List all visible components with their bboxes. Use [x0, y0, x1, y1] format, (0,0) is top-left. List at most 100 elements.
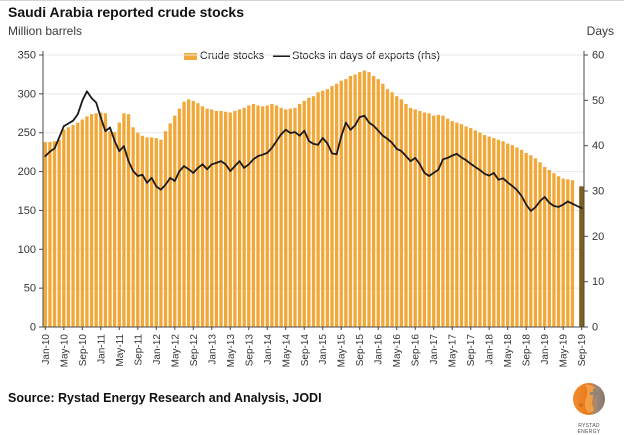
bar [126, 114, 131, 327]
x-tick-label: May-10 [59, 334, 70, 368]
bar [131, 127, 135, 328]
bar [436, 114, 440, 327]
bar [316, 92, 320, 327]
bar [43, 142, 47, 327]
x-tick-label: Jan-12 [152, 334, 163, 365]
bar [284, 109, 288, 328]
x-tick-label: May-19 [559, 334, 570, 368]
bar [334, 83, 339, 327]
bar [344, 79, 348, 327]
x-tick-label: Jan-16 [374, 334, 385, 365]
x-tick-label: Jan-13 [207, 334, 218, 365]
bar [76, 122, 80, 327]
left-axis-caption: Million barrels [8, 24, 83, 38]
bar [441, 115, 445, 328]
bar [265, 105, 269, 327]
bar [473, 130, 477, 327]
bar [57, 139, 61, 327]
bar [154, 138, 158, 327]
x-tick-label: May-18 [503, 334, 514, 368]
bar [85, 116, 89, 327]
bar [210, 109, 214, 328]
x-tick-label: Sep-16 [411, 334, 422, 367]
bar [200, 106, 205, 327]
bar [556, 176, 561, 327]
bar [99, 112, 103, 327]
bar [455, 122, 459, 327]
bar [353, 74, 357, 328]
svg-text:40: 40 [592, 140, 604, 152]
bar [321, 90, 325, 327]
bar [297, 103, 302, 328]
bar [371, 75, 376, 327]
bar [478, 132, 482, 327]
bar [140, 135, 145, 327]
bar [163, 131, 168, 327]
bar [506, 143, 510, 327]
svg-text:50: 50 [592, 95, 604, 107]
x-tick-label: Jan-19 [540, 334, 551, 365]
bar [89, 114, 94, 327]
x-tick-label: May-12 [170, 334, 181, 368]
bar [136, 132, 140, 327]
bar [307, 97, 311, 328]
bar [404, 103, 408, 328]
x-tick-label: Sep-17 [466, 334, 477, 367]
svg-text:200: 200 [18, 166, 36, 178]
bar [358, 72, 362, 327]
svg-text:100: 100 [18, 244, 36, 256]
bar [399, 99, 404, 327]
bar [205, 108, 209, 328]
x-tick-label: Sep-11 [133, 334, 144, 366]
bar [288, 108, 293, 328]
bar [413, 109, 417, 328]
x-tick-label: Jan-18 [485, 334, 496, 365]
bar [408, 107, 413, 327]
bar [533, 158, 538, 327]
bar [196, 103, 200, 328]
bar [529, 155, 533, 327]
right-axis-ticks: 0 10 20 30 40 50 60 [584, 50, 604, 334]
bar [362, 70, 367, 327]
bar [524, 152, 528, 327]
svg-text:0: 0 [30, 322, 36, 334]
legend-line-swatch-icon [273, 55, 291, 58]
bar [395, 96, 399, 327]
x-tick-label: May-13 [226, 334, 237, 368]
x-tick-label: Jan-11 [96, 334, 107, 364]
bar [71, 124, 75, 327]
svg-text:250: 250 [18, 127, 36, 139]
x-tick-label: Sep-18 [522, 334, 533, 367]
x-tick-label: Sep-15 [355, 334, 366, 367]
bar [80, 119, 84, 327]
bar [427, 113, 431, 327]
svg-text:30: 30 [592, 186, 604, 198]
bar [62, 129, 66, 327]
bar-latest-month [579, 186, 585, 327]
bar [445, 118, 450, 327]
bar [247, 105, 251, 327]
bar [233, 110, 237, 327]
bar [173, 115, 177, 328]
bar [48, 142, 52, 327]
chart-title: Saudi Arabia reported crude stocks [8, 4, 244, 20]
bar [108, 131, 112, 327]
bar [469, 128, 473, 327]
crude-stocks-bars [43, 70, 585, 328]
svg-text:0: 0 [592, 322, 598, 334]
legend-line-label: Stocks in days of exports (rhs) [292, 50, 441, 63]
x-axis-ticks: Jan-10 May-10 Sep-10 Jan-11 May-11 Sep-11 Jan-… [41, 327, 588, 367]
bar [270, 103, 274, 328]
rystad-logo: RYSTAD ENERGY [567, 381, 611, 435]
bar [182, 101, 186, 327]
x-tick-label: May-11 [115, 334, 126, 367]
bar [186, 99, 191, 327]
x-tick-label: Sep-10 [78, 334, 89, 367]
bar [547, 170, 551, 327]
x-tick-label: Jan-15 [318, 334, 329, 365]
figure-top-border [0, 0, 624, 1]
bar [492, 138, 496, 327]
axes [42, 51, 585, 328]
x-tick-label: May-14 [281, 334, 292, 368]
bar [570, 180, 575, 327]
